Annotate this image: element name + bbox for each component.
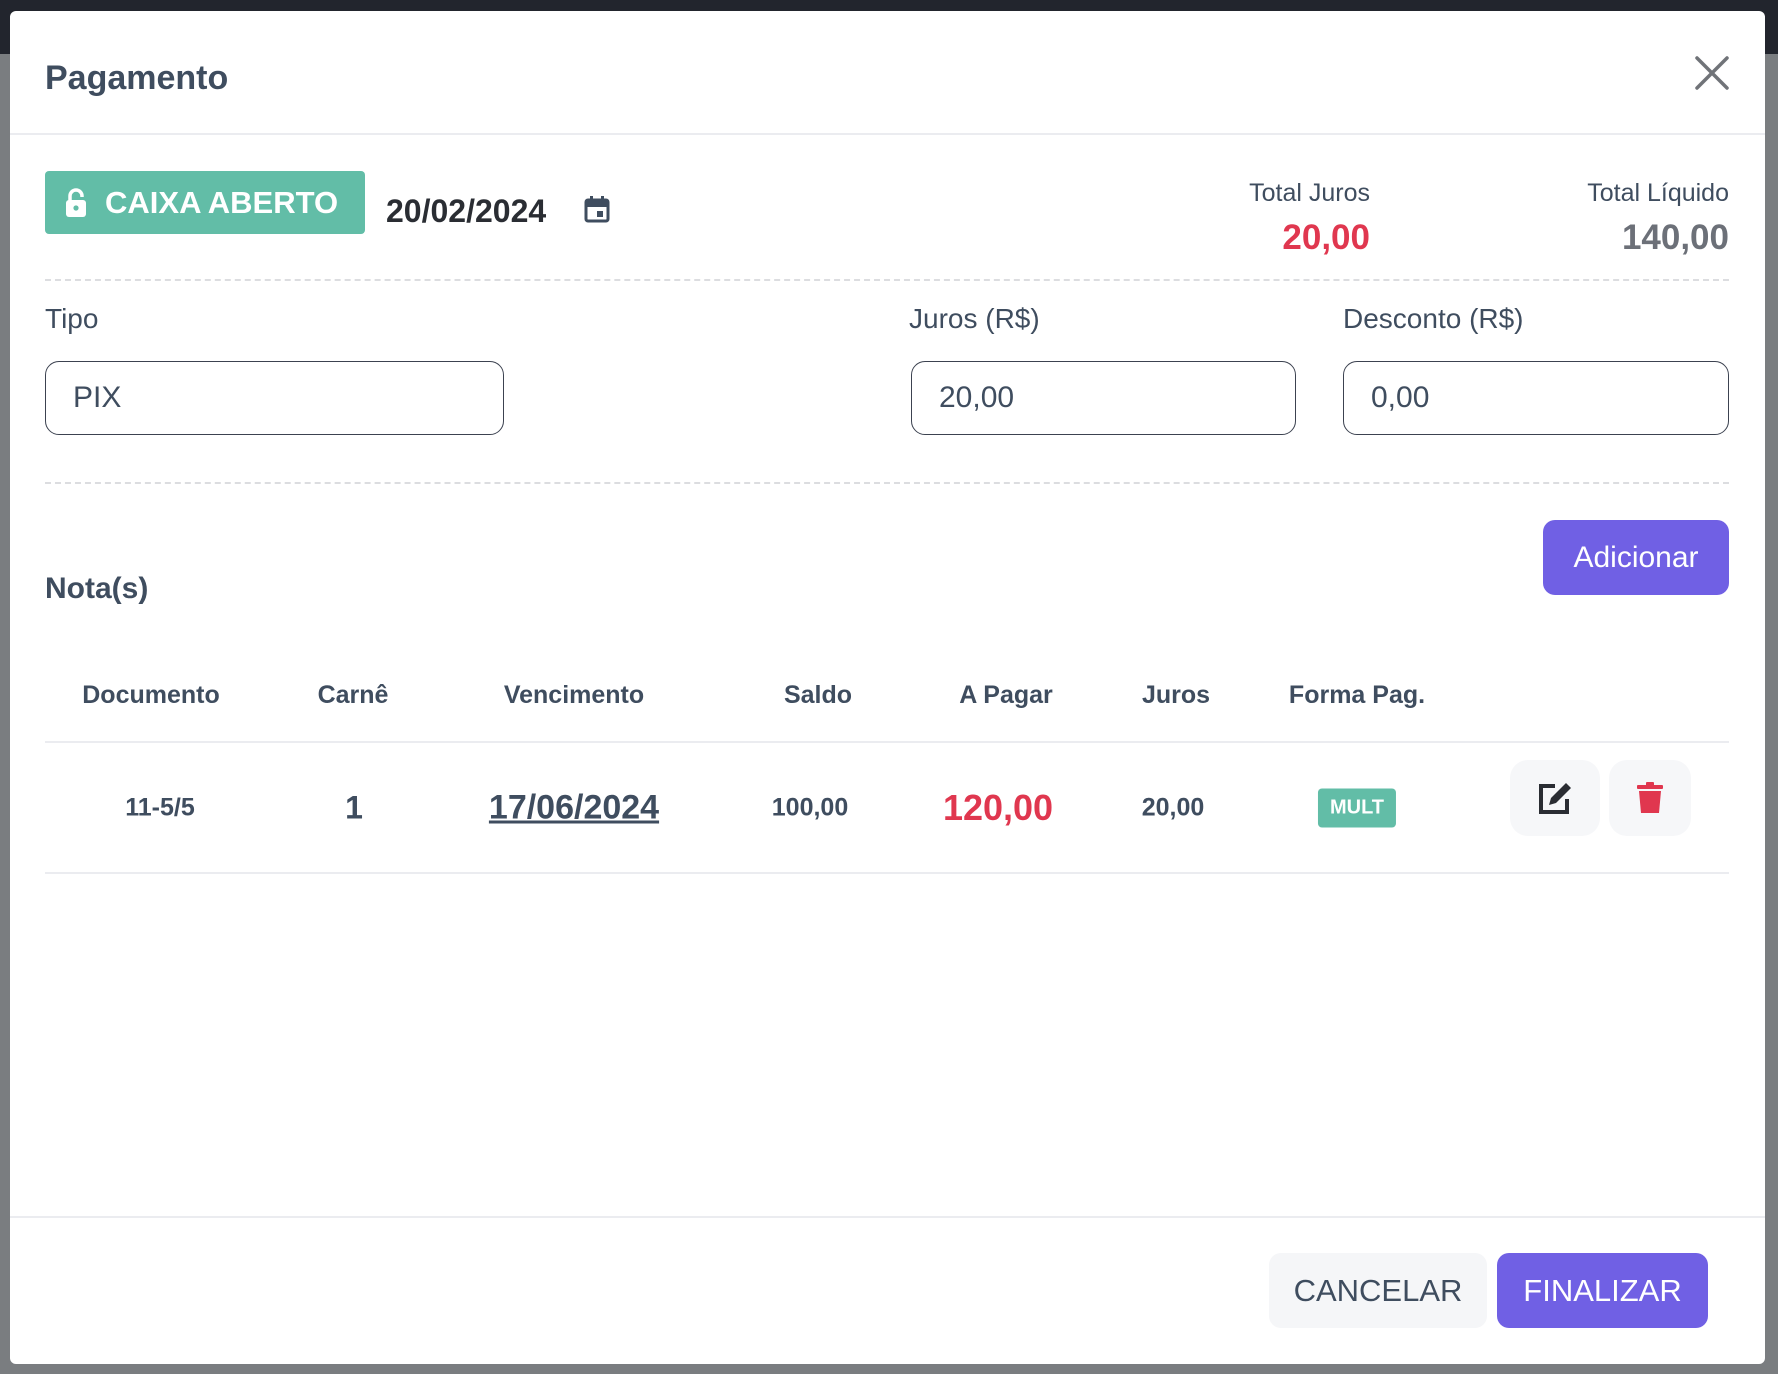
cancel-button[interactable]: CANCELAR — [1269, 1253, 1487, 1328]
col-juros: Juros — [1141, 681, 1211, 709]
cash-status-badge: CAIXA ABERTO — [45, 171, 365, 234]
table-row-divider — [45, 872, 1729, 874]
total-liquido-label: Total Líquido — [1587, 179, 1729, 207]
calendar-icon[interactable] — [584, 195, 610, 223]
finalize-button[interactable]: FINALIZAR — [1497, 1253, 1708, 1328]
tipo-label: Tipo — [45, 303, 99, 334]
col-saldo: Saldo — [783, 681, 853, 709]
section-divider — [45, 482, 1729, 484]
juros-input[interactable]: 20,00 — [911, 361, 1296, 435]
col-documento: Documento — [82, 681, 220, 709]
cell-a-pagar: 120,00 — [942, 787, 1054, 828]
modal-title: Pagamento — [45, 59, 229, 97]
trash-icon — [1637, 782, 1663, 813]
cell-juros: 20,00 — [1141, 793, 1205, 822]
section-divider — [45, 279, 1729, 281]
total-juros-value: 20,00 — [1282, 218, 1370, 257]
col-carne: Carnê — [317, 681, 389, 709]
total-juros-label: Total Juros — [1249, 179, 1370, 207]
cell-documento: 11-5/5 — [125, 793, 195, 822]
forma-pag-badge: MULT — [1317, 788, 1397, 828]
close-icon[interactable] — [1692, 53, 1732, 93]
tipo-select[interactable]: PIX — [45, 361, 504, 435]
cell-carne: 1 — [345, 789, 363, 826]
desconto-input[interactable]: 0,00 — [1343, 361, 1729, 435]
edit-icon — [1539, 783, 1571, 814]
footer-divider — [10, 1216, 1765, 1218]
header-divider — [10, 133, 1765, 135]
add-note-button[interactable]: Adicionar — [1543, 520, 1729, 595]
juros-label: Juros (R$) — [909, 303, 1040, 334]
col-a-pagar: A Pagar — [959, 681, 1053, 709]
col-vencimento: Vencimento — [503, 681, 645, 709]
edit-button[interactable] — [1510, 760, 1600, 836]
payment-modal: Pagamento CAIXA ABERTO 20/02/2024 Total … — [10, 11, 1765, 1364]
table-header-divider — [45, 741, 1729, 743]
col-forma-pag: Forma Pag. — [1288, 681, 1426, 709]
notes-title: Nota(s) — [45, 572, 149, 605]
cell-saldo: 100,00 — [771, 793, 849, 822]
cash-status-label: CAIXA ABERTO — [105, 184, 339, 220]
delete-button[interactable] — [1609, 760, 1691, 836]
payment-date: 20/02/2024 — [386, 193, 547, 229]
cell-vencimento-link[interactable]: 17/06/2024 — [488, 788, 660, 827]
total-liquido-value: 140,00 — [1621, 218, 1729, 257]
lock-open-icon — [66, 187, 86, 217]
desconto-label: Desconto (R$) — [1343, 303, 1524, 334]
